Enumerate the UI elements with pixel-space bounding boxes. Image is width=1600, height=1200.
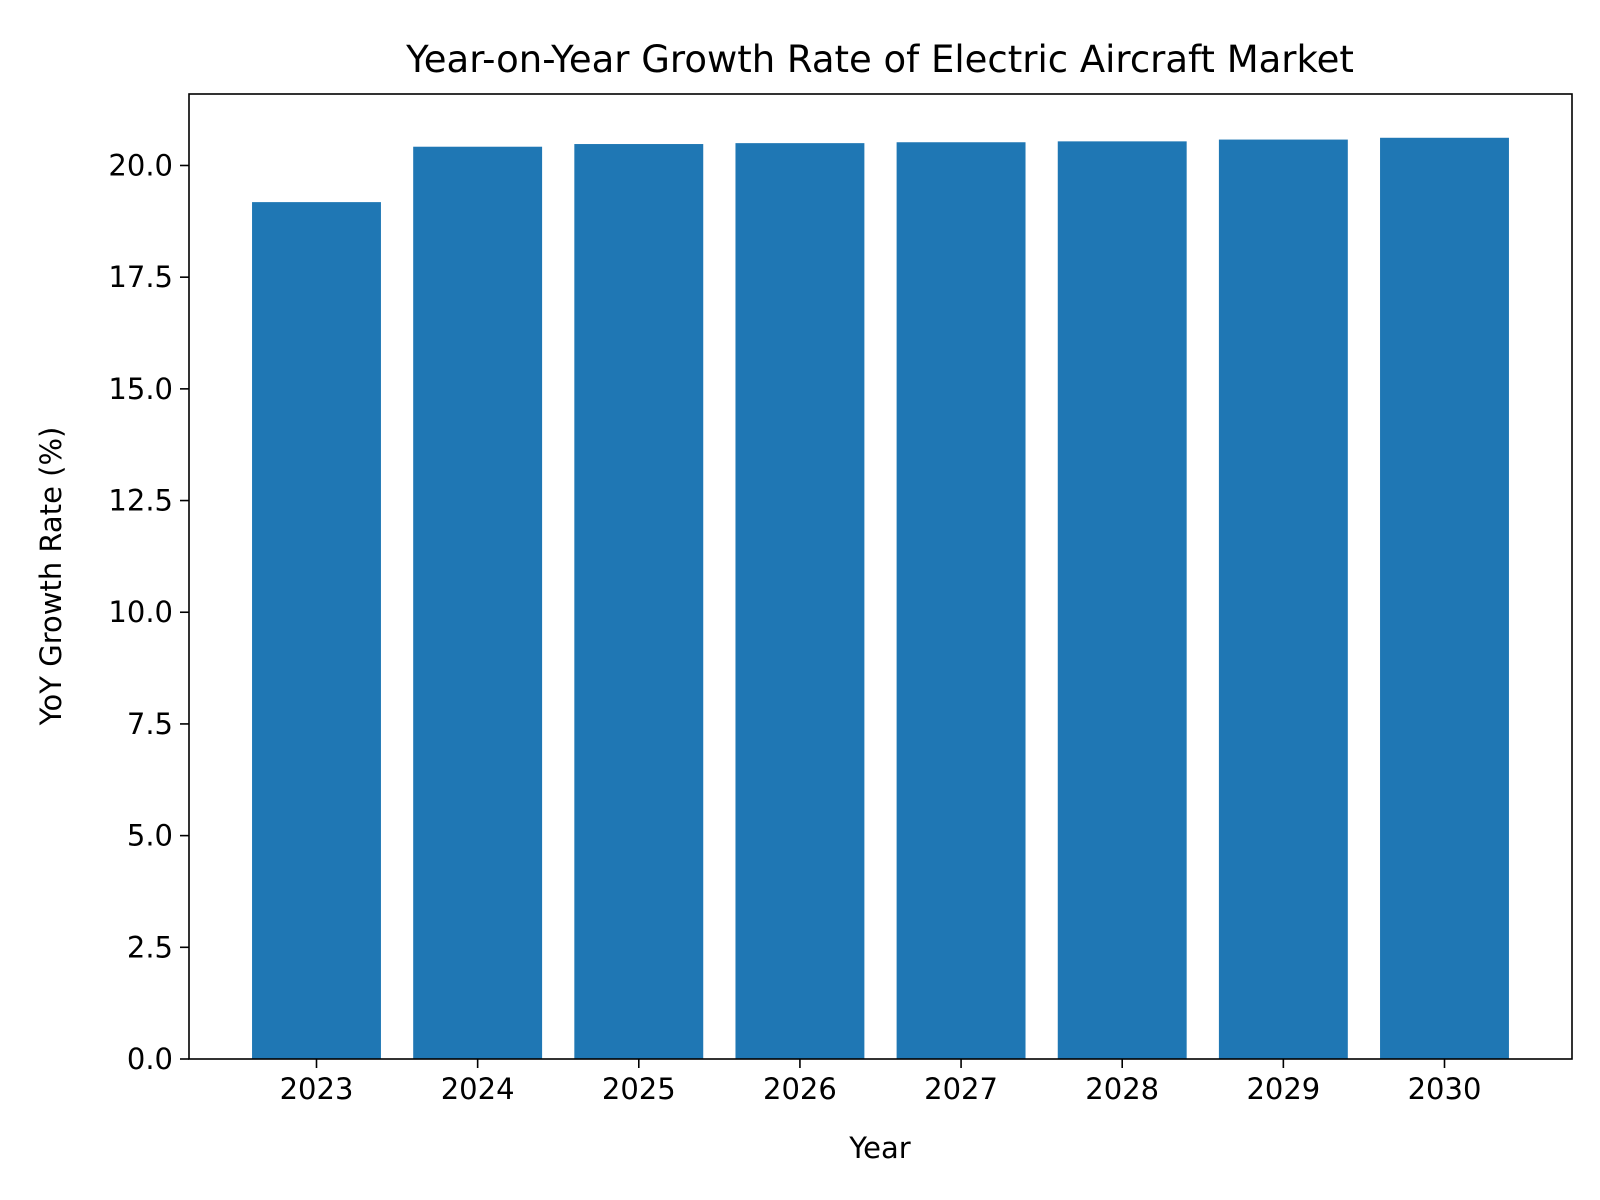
y-axis-ticks: 0.0 2.5 5.0 7.5 10.0 12.5 15.0 17.5 20.0	[108, 148, 189, 1076]
x-axis-ticks: 2023 2024 2025 2026 2027 2028 2029 2030	[280, 1059, 1482, 1106]
bar-2027	[896, 142, 1026, 1059]
x-axis-label: Year	[848, 1131, 910, 1165]
y-tick-label: 7.5	[127, 707, 173, 741]
bar-2030	[1380, 137, 1509, 1059]
bar-2028	[1057, 141, 1187, 1060]
y-tick-label: 10.0	[108, 595, 173, 629]
plot-frame	[188, 93, 1573, 1060]
bar-2026	[735, 143, 865, 1059]
y-tick-label: 17.5	[108, 260, 173, 294]
x-tick-label: 2026	[763, 1072, 837, 1106]
chart-title: Year-on-Year Growth Rate of Electric Air…	[405, 38, 1354, 81]
y-tick-label: 15.0	[108, 372, 173, 406]
y-tick-label: 5.0	[127, 819, 173, 853]
y-tick-label: 0.0	[127, 1042, 173, 1076]
x-tick-label: 2030	[1408, 1072, 1482, 1106]
x-tick-label: 2029	[1246, 1072, 1320, 1106]
x-tick-label: 2027	[924, 1072, 998, 1106]
bar-2029	[1218, 139, 1348, 1059]
y-tick-label: 2.5	[127, 930, 173, 964]
x-tick-label: 2025	[602, 1072, 676, 1106]
y-tick-label: 12.5	[108, 484, 173, 518]
bars-group	[252, 137, 1509, 1060]
bar-2024	[413, 146, 543, 1060]
y-tick-label: 20.0	[108, 148, 173, 182]
x-tick-label: 2024	[441, 1072, 515, 1106]
x-tick-label: 2028	[1085, 1072, 1159, 1106]
x-tick-label: 2023	[280, 1072, 354, 1106]
bar-2025	[574, 144, 704, 1060]
y-axis-label: YoY Growth Rate (%)	[34, 427, 68, 727]
bar-2023	[252, 202, 381, 1059]
